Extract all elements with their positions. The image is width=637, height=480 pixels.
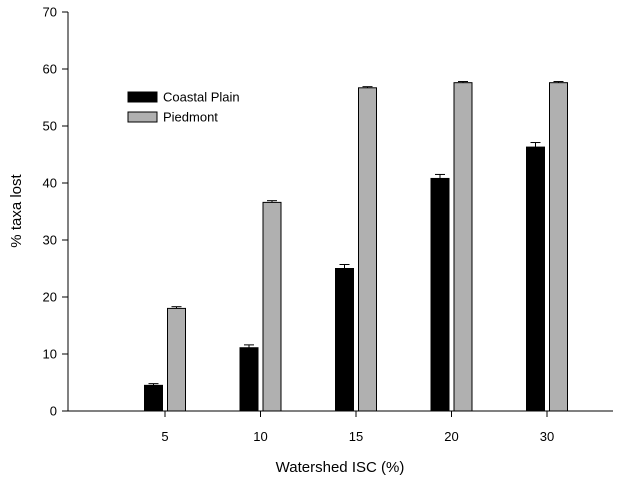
y-tick-label: 70	[43, 5, 57, 20]
x-tick-label: 15	[349, 429, 363, 444]
bar-piedmont-15	[358, 87, 377, 412]
legend-label-coastal-plain: Coastal Plain	[163, 90, 240, 105]
bar-piedmont-5	[167, 307, 186, 412]
x-ticks: 5 10 15 20 30	[161, 411, 554, 444]
x-tick-label: 30	[540, 429, 554, 444]
y-tick-label: 40	[43, 176, 57, 191]
x-tick-label: 10	[253, 429, 267, 444]
axes-layer	[67, 12, 613, 412]
bar-coastal-plain-10	[239, 347, 259, 412]
x-axis-title: Watershed ISC (%)	[276, 459, 405, 476]
bar-piedmont-20	[453, 82, 473, 412]
x-tick-label: 20	[444, 429, 458, 444]
y-tick-label: 50	[43, 119, 57, 134]
bar-coastal-plain-20	[430, 177, 450, 412]
legend: Coastal Plain Piedmont	[127, 90, 240, 125]
x-tick-label: 5	[161, 429, 168, 444]
y-tick-label: 20	[43, 290, 57, 305]
y-tick-label: 60	[43, 62, 57, 77]
legend-swatch-piedmont	[127, 111, 158, 123]
bar-piedmont-30	[549, 82, 568, 412]
y-ticks: 0 10 20 30 40 50 60 70	[43, 5, 68, 419]
bar-piedmont-10	[262, 201, 282, 412]
y-tick-label: 0	[50, 404, 57, 419]
y-axis-title: % taxa lost	[8, 173, 25, 247]
y-tick-label: 30	[43, 233, 57, 248]
legend-swatch-coastal-plain	[127, 91, 158, 103]
bar-coastal-plain-15	[335, 268, 354, 412]
legend-label-piedmont: Piedmont	[163, 110, 218, 125]
bar-coastal-plain-30	[526, 146, 545, 412]
y-tick-label: 10	[43, 347, 57, 362]
bars-layer	[144, 81, 568, 412]
bar-coastal-plain-5	[144, 384, 163, 412]
